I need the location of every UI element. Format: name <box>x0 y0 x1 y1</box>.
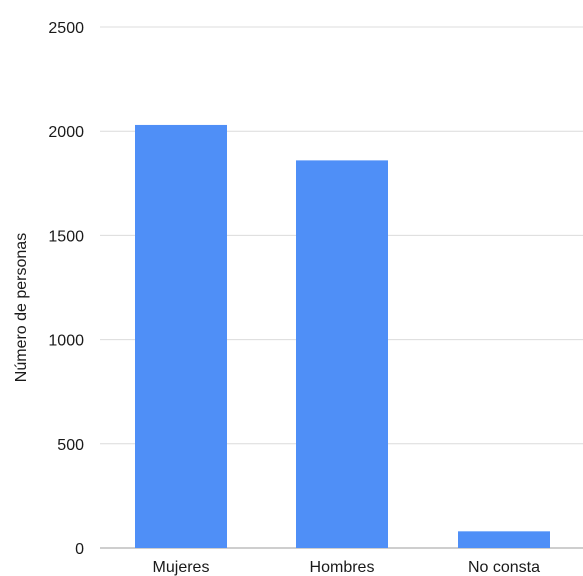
x-axis-categories: Mujeres Hombres No consta <box>153 559 541 576</box>
x-category-label: Hombres <box>310 559 375 576</box>
y-tick-label: 2000 <box>48 124 84 141</box>
y-tick-label: 1500 <box>48 228 84 245</box>
bar-no-consta <box>458 531 550 548</box>
bar-mujeres <box>135 124 227 548</box>
y-axis-title: Número de personas <box>13 233 30 382</box>
y-tick-label: 0 <box>75 541 84 558</box>
y-tick-label: 500 <box>57 437 84 454</box>
x-category-label: Mujeres <box>153 559 210 576</box>
y-tick-label: 1000 <box>48 333 84 350</box>
y-tick-label: 2500 <box>48 20 84 37</box>
y-axis-ticks: 0 500 1000 1500 2000 2500 <box>48 20 84 558</box>
bars <box>135 124 550 548</box>
bar-hombres <box>296 160 388 548</box>
x-category-label: No consta <box>468 559 540 576</box>
